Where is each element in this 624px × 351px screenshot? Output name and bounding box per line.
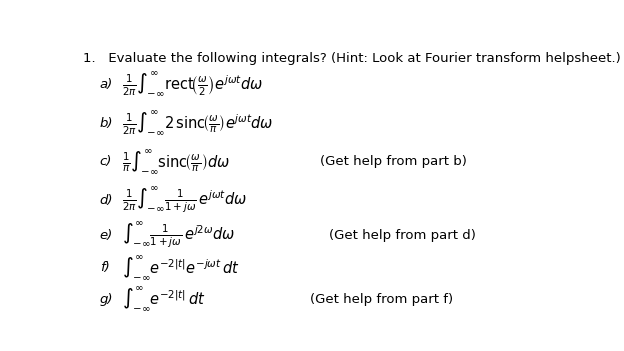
Text: a): a) [100,78,113,91]
Text: $\int_{-\infty}^{\infty}\frac{1}{1+j\omega}\,e^{j2\omega}d\omega$: $\int_{-\infty}^{\infty}\frac{1}{1+j\ome… [122,221,235,250]
Text: $\frac{1}{2\pi}\int_{-\infty}^{\infty}\mathrm{rect}\!\left(\frac{\omega}{2}\righ: $\frac{1}{2\pi}\int_{-\infty}^{\infty}\m… [122,70,263,98]
Text: $\int_{-\infty}^{\infty}e^{-2|t|}e^{-j\omega t}\,dt$: $\int_{-\infty}^{\infty}e^{-2|t|}e^{-j\o… [122,254,240,282]
Text: 1.   Evaluate the following integrals? (Hint: Look at Fourier transform helpshee: 1. Evaluate the following integrals? (Hi… [83,52,621,65]
Text: c): c) [100,155,112,168]
Text: $\frac{1}{2\pi}\int_{-\infty}^{\infty}\frac{1}{1+j\omega}\,e^{j\omega t}d\omega$: $\frac{1}{2\pi}\int_{-\infty}^{\infty}\f… [122,186,247,215]
Text: $\frac{1}{\pi}\int_{-\infty}^{\infty}\mathrm{sinc}\!\left(\frac{\omega}{\pi}\rig: $\frac{1}{\pi}\int_{-\infty}^{\infty}\ma… [122,148,230,176]
Text: d): d) [100,194,114,207]
Text: (Get help from part f): (Get help from part f) [310,293,453,306]
Text: $\int_{-\infty}^{\infty}e^{-2|t|}\,dt$: $\int_{-\infty}^{\infty}e^{-2|t|}\,dt$ [122,285,205,313]
Text: f): f) [100,261,110,274]
Text: (Get help from part d): (Get help from part d) [329,229,476,242]
Text: (Get help from part b): (Get help from part b) [319,155,467,168]
Text: b): b) [100,117,114,130]
Text: $\frac{1}{2\pi}\int_{-\infty}^{\infty}2\,\mathrm{sinc}\!\left(\frac{\omega}{\pi}: $\frac{1}{2\pi}\int_{-\infty}^{\infty}2\… [122,109,273,137]
Text: g): g) [100,293,114,306]
Text: e): e) [100,229,113,242]
